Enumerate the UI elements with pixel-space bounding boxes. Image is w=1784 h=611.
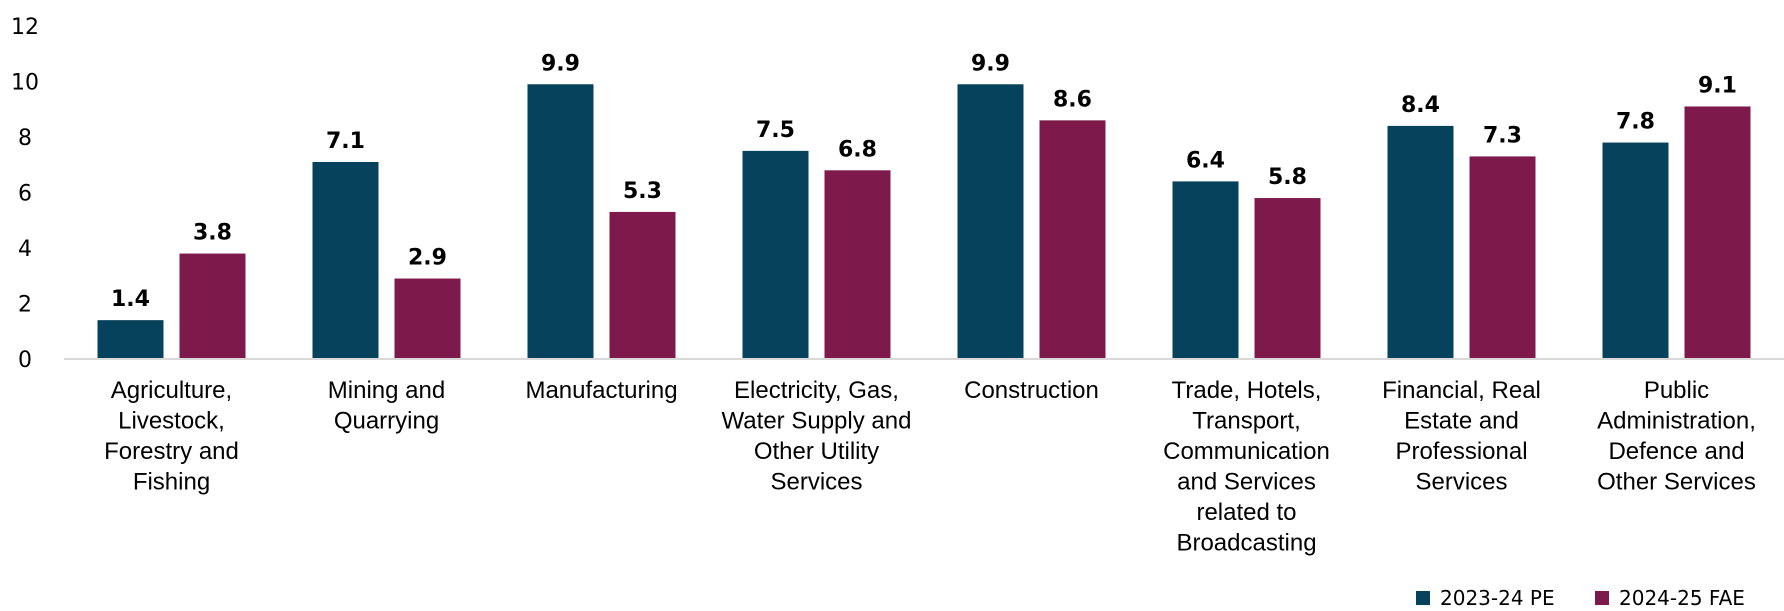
data-label: 2.9 [408,246,447,271]
category-label-line: Trade, Hotels, [1172,377,1322,404]
bar-series-1 [742,150,809,359]
y-tick-label: 6 [18,182,32,207]
category-label-line: Professional [1395,438,1527,465]
category-label-line: Fishing [133,469,210,496]
category-label-line: Agriculture, [111,377,232,404]
legend-swatch [1416,591,1430,605]
category-label: Agriculture, Livestock, Forestry and Fishin… [104,377,239,496]
category-label-line: Administration, [1597,408,1756,435]
y-tick-label: 2 [18,293,32,318]
data-label: 7.3 [1483,123,1522,148]
bar-series-2 [1254,198,1321,359]
data-label: 9.9 [971,51,1010,76]
category-label-line: Financial, Real [1382,377,1541,404]
category-label-line: Communication [1163,438,1330,465]
bars [97,84,1751,360]
bar-series-2 [1684,106,1751,359]
category-label-line: Public [1644,377,1709,404]
data-labels: 1.4 3.8 7.1 2.9 9.9 5.3 7.5 6.8 9.9 8.6 6.4 5.8 8.4 7… [111,51,1737,312]
legend-swatch [1595,591,1609,605]
bar-series-1 [527,84,594,360]
category-label: Manufacturing [525,377,677,404]
category-label-line: Services [770,469,862,496]
category-label-line: Livestock, [118,408,225,435]
data-label: 3.8 [193,221,232,246]
y-tick-label: 10 [11,71,39,96]
category-label-line: and Services [1177,469,1316,496]
data-label: 8.4 [1401,93,1440,118]
category-label-line: Other Utility [754,438,879,465]
category-label-line: Estate and [1404,408,1519,435]
bar-series-2 [824,170,891,359]
y-tick-label: 8 [18,126,32,151]
data-label: 6.8 [838,137,877,162]
data-label: 6.4 [1186,148,1225,173]
category-label-line: Services [1415,469,1507,496]
bar-series-1 [1172,181,1239,359]
category-label-line: Other Services [1597,469,1756,496]
data-label: 7.8 [1616,110,1655,135]
bar-series-1 [1387,125,1454,360]
x-axis-labels: Agriculture, Livestock, Forestry and Fishin… [104,377,1756,557]
data-label: 7.1 [326,129,365,154]
category-label-line: Manufacturing [525,377,677,404]
bar-series-1 [1602,142,1669,359]
legend-label: 2023-24 PE [1440,586,1555,610]
y-tick-label: 0 [18,348,32,373]
category-label-line: Construction [964,377,1099,404]
category-label: Construction [964,377,1099,404]
category-label-line: Transport, [1192,408,1300,435]
category-label-line: Water Supply and [722,408,912,435]
category-label-line: Defence and [1608,438,1744,465]
category-label: Trade, Hotels, Transport, Communication and… [1163,377,1330,557]
bar-series-2 [394,278,461,359]
bar-series-1 [957,84,1024,360]
category-label-line: Forestry and [104,438,239,465]
category-label: Electricity, Gas, Water Supply and Other U… [722,377,912,496]
y-tick-label: 4 [18,237,32,262]
category-label-line: Quarrying [334,408,439,435]
category-label-line: Mining and [328,377,445,404]
bar-series-2 [609,211,676,359]
data-label: 8.6 [1053,87,1092,112]
category-label-line: Electricity, Gas, [734,377,899,404]
data-label: 9.1 [1698,73,1737,98]
bar-series-1 [312,161,379,359]
category-label: Financial, Real Estate and Professional Ser… [1382,377,1541,496]
data-label: 9.9 [541,51,580,76]
category-label: Mining and Quarrying [328,377,445,435]
bar-series-2 [1469,156,1536,359]
bar-series-2 [179,253,246,359]
data-label: 1.4 [111,287,150,312]
legend-label: 2024-25 FAE [1619,586,1745,610]
bar-series-2 [1039,120,1106,359]
legend: 2023-24 PE 2024-25 FAE [1416,586,1745,610]
category-label-line: Broadcasting [1176,530,1316,557]
data-label: 7.5 [756,118,795,143]
y-tick-label: 12 [11,15,39,40]
data-label: 5.8 [1268,165,1307,190]
y-axis: 0 2 4 6 8 10 12 [11,15,39,373]
data-label: 5.3 [623,179,662,204]
category-label: Public Administration, Defence and Other Se… [1597,377,1756,496]
bar-series-1 [97,320,164,359]
category-label-line: related to [1196,499,1296,526]
